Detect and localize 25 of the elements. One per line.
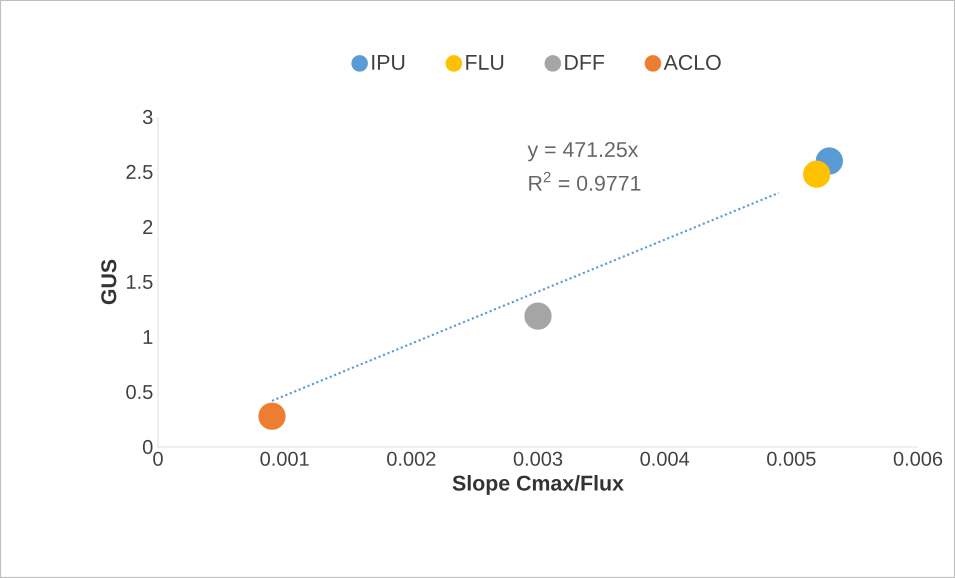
point (258, 402, 286, 430)
annotation: R$^{2}$ = 0.9771 (529, 172, 640, 191)
x-tick-label: 0.001 (260, 452, 309, 466)
x-tick-label: 0 (153, 452, 163, 466)
x-tick-label: 0.003 (514, 452, 562, 466)
y-tick-label: 0.5 (126, 384, 152, 400)
y-tick-label: 1.5 (127, 275, 152, 289)
y-tick-label: 0 (142, 440, 152, 454)
x-tick-label: 0.006 (894, 452, 942, 466)
x-tick-label: 0.004 (640, 452, 690, 466)
x-tick-label: 0.002 (387, 452, 436, 466)
y-tick-label: 3 (142, 110, 152, 124)
point (524, 302, 552, 330)
legend-label: IPU (372, 55, 404, 70)
x-axis-title: Slope Cmax/Flux (452, 475, 624, 495)
y-axis-title: GUS (101, 260, 116, 304)
legend-label: DFF (565, 55, 604, 70)
y-tick-label: 1 (144, 330, 152, 344)
legend-label: ACLO (664, 54, 721, 70)
y-tick-label: 2.5 (126, 164, 152, 180)
annotation: y = 471.25x (528, 142, 638, 162)
y-tick-label: 2 (143, 220, 152, 234)
point (803, 160, 830, 188)
x-tick-label: 0.005 (767, 452, 816, 466)
legend-label: FLU (466, 55, 504, 70)
